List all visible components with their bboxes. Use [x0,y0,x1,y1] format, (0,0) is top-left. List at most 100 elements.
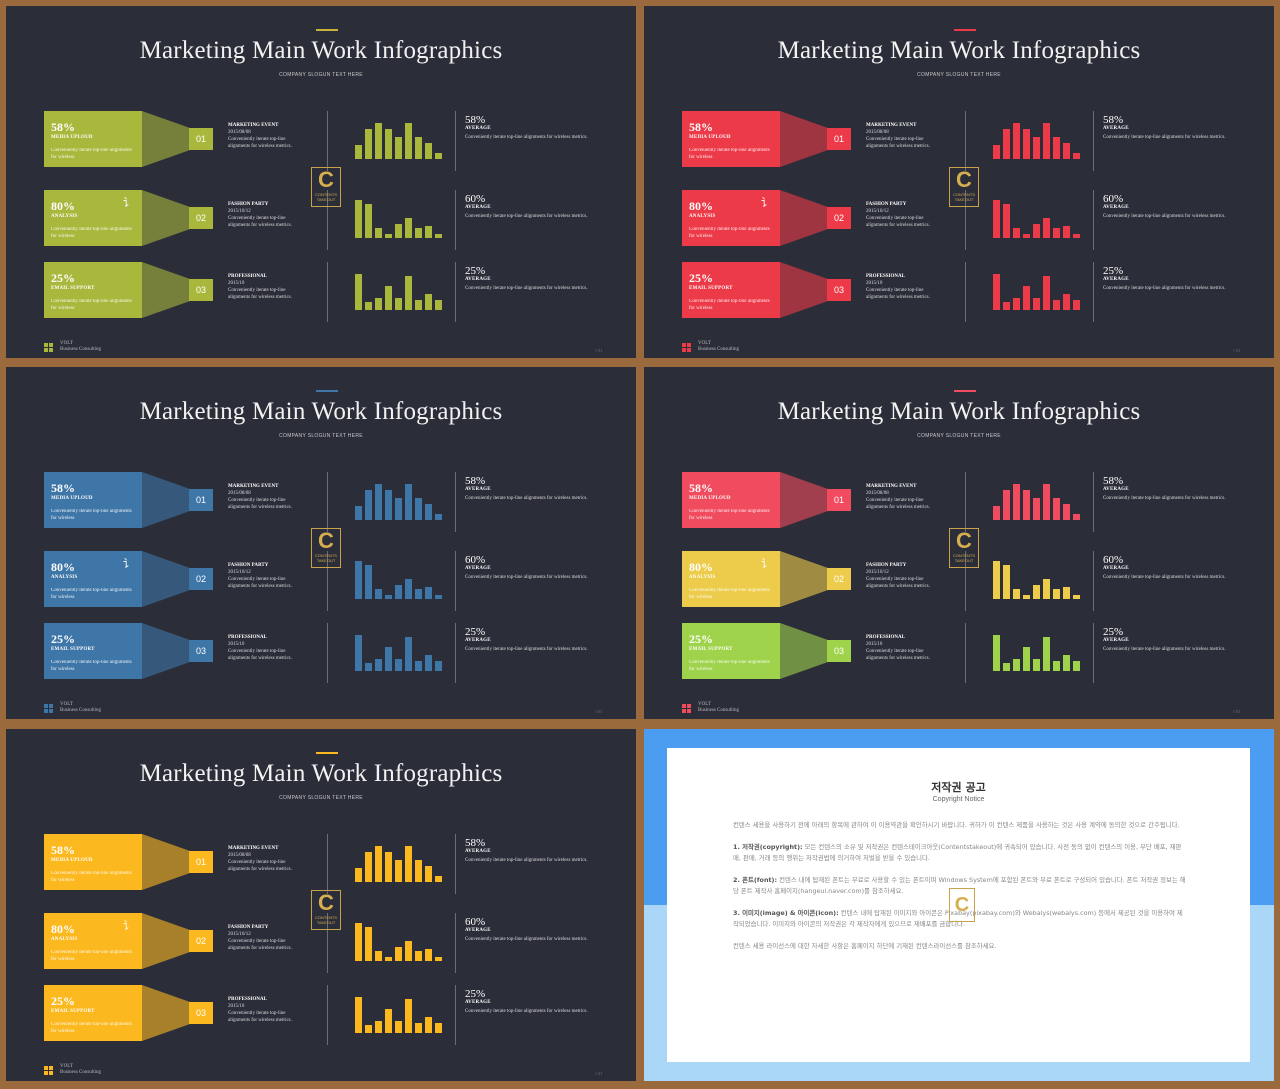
slide-title: Marketing Main Work Infographics [139,760,503,787]
step-number: 01 [827,128,851,150]
funnel-connector [142,623,190,679]
stat-description: Conveniently iterate top-line alignments… [51,871,132,883]
bar [385,286,392,310]
average-description: Conveniently iterate top-line alignments… [465,286,588,291]
stat-glyph: 讠 [123,920,134,932]
logo-letter: C [956,167,972,192]
divider-left-3 [327,623,328,683]
bar [1013,484,1020,520]
funnel-connector [142,111,190,167]
footer-logo-icon [44,704,54,714]
footer-brand: VOLT [60,341,73,346]
event-date: 2015/10/12 [866,570,889,575]
stat-card: 25% EMAIL SUPPORT Conveniently iterate top… [682,262,780,318]
bar [1003,663,1010,671]
average-percent: 58% [465,114,486,126]
bar [435,153,442,159]
event-date: 2015/08/08 [228,853,251,858]
average-label: AVERAGE [465,126,491,131]
copyright-para-1: 1. 저작권(copyright): 모든 컨텐스의 소유 및 저작권은 컨텐스… [733,842,1187,865]
divider-right-1 [455,111,456,171]
average-info: 58% AVERAGE Conveniently iterate top-line … [465,475,595,502]
stat-percent: 80% [51,922,75,936]
event-description: Conveniently iterate top-line alignments… [228,939,292,951]
average-label: AVERAGE [465,1000,491,1005]
average-description: Conveniently iterate top-line alignments… [1103,496,1226,501]
stat-card: 80% ANALYSIS Conveniently iterate top-line… [44,551,142,607]
bar [1043,484,1050,520]
stat-description: Conveniently iterate top-line alignments… [51,1022,132,1034]
bar [375,1021,382,1033]
footer-subtitle: Business Consulting [698,347,739,352]
event-name: MARKETING EVENT [228,484,279,489]
mini-bar-chart [355,559,445,599]
bar [395,137,402,159]
average-info: 25% AVERAGE Conveniently iterate top-line … [465,265,595,292]
bar [1023,286,1030,310]
funnel-connector [142,190,190,246]
average-label: AVERAGE [465,638,491,643]
step-number: 02 [827,207,851,229]
footer-text: VOLT Business Consulting [698,702,778,714]
event-name: PROFESSIONAL [866,274,905,279]
stat-card: 58% MEDIA UPLOUD Conveniently iterate top-… [44,834,142,890]
bar [1063,587,1070,599]
stat-label: MEDIA UPLOUD [51,496,93,501]
stat-label: EMAIL SUPPORT [689,286,733,291]
bar [1023,595,1030,599]
divider-left-1 [965,111,966,171]
event-info: PROFESSIONAL 2015/10 Conveniently iterate … [228,634,308,662]
average-description: Conveniently iterate top-line alignments… [465,496,588,501]
stat-label: MEDIA UPLOUD [689,496,731,501]
stat-card: 25% EMAIL SUPPORT Conveniently iterate top… [682,623,780,679]
bar [1003,129,1010,159]
bar [365,927,372,961]
stat-card: 80% ANALYSIS Conveniently iterate top-line… [44,190,142,246]
footer-text: VOLT Business Consulting [60,1064,140,1076]
bar [1033,585,1040,599]
copyright-subtitle: Copyright Notice [932,796,985,803]
footer-text: VOLT Business Consulting [698,341,778,353]
copyright-para-2-text: 컨텐스 내에 탑재된 폰트는 무료로 사용할 수 있는 폰트이며 Windows… [733,875,1186,896]
footer-logo-icon [682,343,692,353]
average-description: Conveniently iterate top-line alignments… [465,214,588,219]
footer-subtitle: Business Consulting [60,1070,101,1075]
divider-left-2 [965,190,966,250]
footer-brand: VOLT [60,702,73,707]
stat-description: Conveniently iterate top-line alignments… [689,299,770,311]
average-percent: 25% [1103,265,1124,277]
event-date: 2015/10/12 [228,209,251,214]
stat-glyph: 讠 [761,197,772,209]
bar [375,846,382,882]
bar [385,852,392,882]
bar [405,579,412,599]
funnel-connector [780,472,828,528]
bar [395,947,402,961]
slide-slogan: COMPANY SLOGUN TEXT HERE [279,72,363,78]
average-label: AVERAGE [465,487,491,492]
bar [415,589,422,599]
bar [993,200,1000,238]
funnel-connector [142,262,190,318]
bar [1073,661,1080,671]
logo-letter: C [956,528,972,553]
average-percent: 58% [465,475,486,487]
copyright-title: 저작권 공고 [931,781,986,794]
slide-slogan: COMPANY SLOGUN TEXT HERE [279,795,363,801]
funnel-connector [142,913,190,969]
bar [1063,226,1070,238]
bar [355,923,362,961]
copyright-para-2-head: 2. 폰트(font): [733,875,778,884]
average-percent: 58% [465,837,486,849]
average-label: AVERAGE [1103,487,1129,492]
infographic-row: 25% EMAIL SUPPORT Conveniently iterate top… [644,262,1274,322]
average-label: AVERAGE [1103,126,1129,131]
average-percent: 58% [1103,475,1124,487]
event-description: Conveniently iterate top-line alignments… [866,498,930,510]
stat-glyph: 讠 [761,558,772,570]
mini-bar-chart [355,842,445,882]
logo-letter: C [318,528,334,553]
bar [395,1021,402,1033]
footer-text: VOLT Business Consulting [60,341,140,353]
average-percent: 58% [1103,114,1124,126]
